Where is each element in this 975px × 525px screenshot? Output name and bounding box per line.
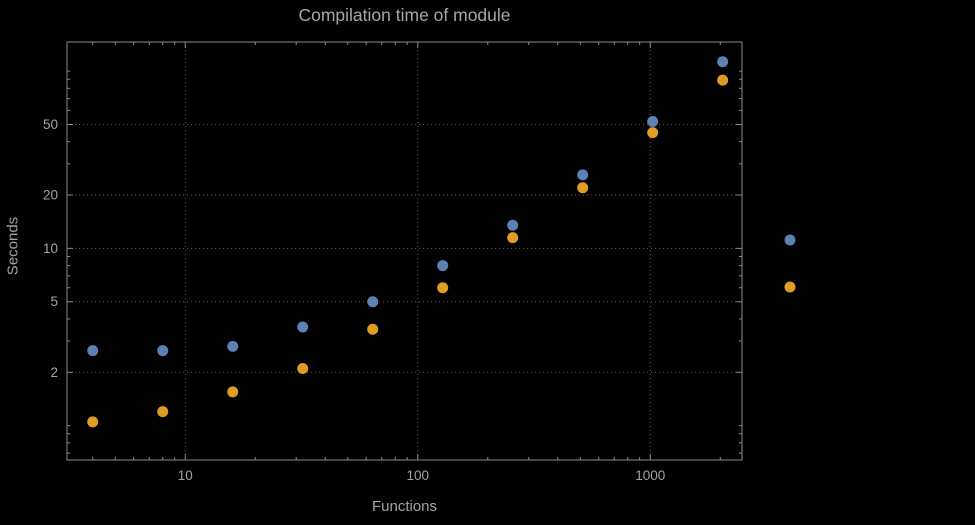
data-point-series-1-blue bbox=[87, 345, 99, 357]
data-point-series-1-blue bbox=[647, 115, 659, 127]
x-tick-label: 100 bbox=[407, 468, 430, 483]
data-point-series-2-orange bbox=[647, 127, 659, 139]
data-point-series-1-blue bbox=[437, 260, 449, 272]
data-point-series-1-blue bbox=[577, 169, 589, 181]
y-tick-label: 50 bbox=[43, 117, 58, 132]
data-point-series-2-orange bbox=[157, 406, 169, 418]
data-point-series-1-blue bbox=[367, 296, 379, 308]
legend-marker-series-1-blue bbox=[784, 234, 796, 246]
x-tick-label: 10 bbox=[178, 468, 193, 483]
data-point-series-1-blue bbox=[507, 219, 519, 231]
data-point-series-1-blue bbox=[297, 321, 309, 333]
chart-title: Compilation time of module bbox=[298, 5, 511, 25]
data-point-series-2-orange bbox=[717, 74, 729, 86]
y-tick-label: 20 bbox=[43, 188, 58, 203]
data-point-series-2-orange bbox=[507, 232, 519, 244]
data-point-series-2-orange bbox=[367, 323, 379, 335]
data-point-series-1-blue bbox=[227, 340, 239, 352]
x-axis-label: Functions bbox=[371, 498, 438, 515]
plot-frame bbox=[66, 41, 743, 461]
data-point-series-2-orange bbox=[577, 182, 589, 194]
y-tick-label: 5 bbox=[50, 294, 58, 309]
y-tick-label: 2 bbox=[50, 365, 58, 380]
x-tick-label: 1000 bbox=[635, 468, 665, 483]
y-tick-label: 10 bbox=[43, 241, 58, 256]
data-point-series-2-orange bbox=[227, 386, 239, 398]
data-point-series-2-orange bbox=[297, 363, 309, 375]
data-point-series-1-blue bbox=[157, 345, 169, 357]
data-point-series-2-orange bbox=[87, 416, 99, 428]
data-point-series-1-blue bbox=[717, 56, 729, 68]
data-point-series-2-orange bbox=[437, 282, 449, 294]
legend-marker-series-2-orange bbox=[784, 281, 796, 293]
